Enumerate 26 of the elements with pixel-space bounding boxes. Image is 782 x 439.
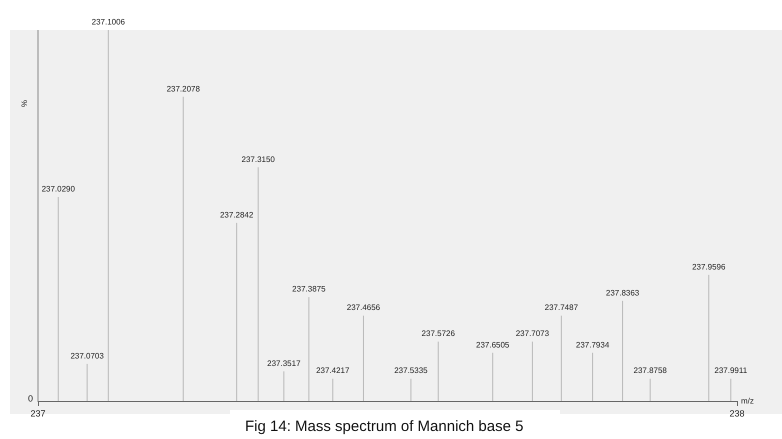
annotation: 237.7487 — [544, 303, 579, 312]
annotation: 237.7934 — [576, 340, 610, 350]
annotation: 237.0290 — [42, 184, 76, 194]
annotation: 237.0703 — [70, 351, 104, 360]
x-tick-label: 238 — [729, 408, 745, 418]
annotation: 237.9596 — [692, 262, 726, 272]
annotation: 237.8758 — [633, 366, 668, 376]
annotation: 237.4656 — [346, 303, 381, 312]
annotation: 237.5726 — [422, 329, 456, 338]
annotation: 237.2842 — [220, 210, 254, 220]
annotation: 237.6505 — [476, 340, 510, 350]
x-tick-label: 237 — [30, 408, 46, 418]
annotation: 237.3517 — [267, 358, 302, 368]
annotation: 237.4217 — [316, 366, 350, 376]
annotation: 237.3150 — [241, 154, 276, 164]
annotation: 237.8363 — [606, 288, 640, 298]
annotation: 237.9911 — [714, 366, 748, 376]
x-axis-title: m/z — [741, 396, 754, 406]
annotation: 237.2078 — [166, 84, 200, 94]
text: 0 — [28, 394, 34, 404]
text: Fig 14: Mass spectrum of Mannich base 5 — [245, 418, 524, 435]
annotation: 237.3875 — [292, 284, 326, 294]
annotation: 237.1006 — [92, 18, 126, 26]
annotation: 237.7073 — [516, 329, 550, 338]
y-axis-title: % — [20, 100, 28, 108]
annotation: 237.5335 — [394, 366, 428, 376]
